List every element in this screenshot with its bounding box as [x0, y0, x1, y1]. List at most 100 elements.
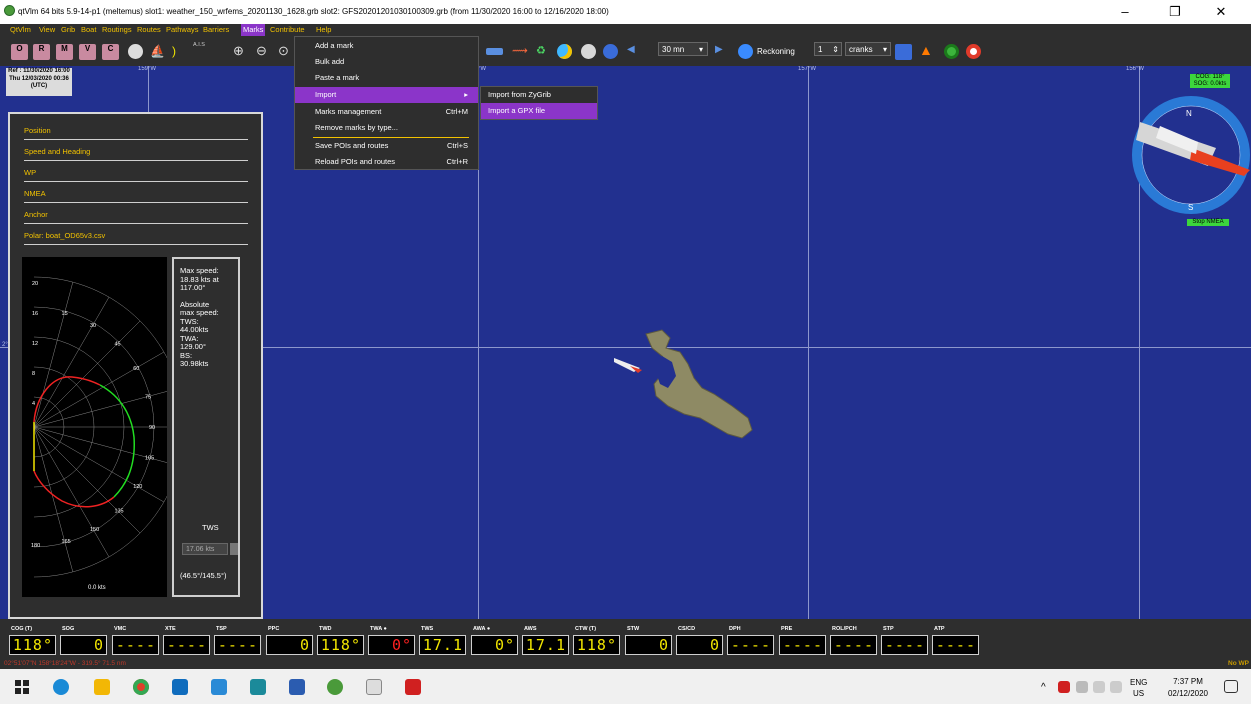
- menu-boat[interactable]: Boat: [81, 25, 97, 34]
- tray-app-icon[interactable]: [1058, 681, 1070, 693]
- boat-icon[interactable]: ⛵: [150, 44, 165, 58]
- instrument-value[interactable]: 0: [266, 635, 313, 655]
- menu-marks[interactable]: Marks: [241, 24, 266, 36]
- instrument-value[interactable]: 118°: [9, 635, 56, 655]
- menu-grib[interactable]: Grib: [61, 25, 76, 34]
- settings-icon[interactable]: [603, 44, 618, 59]
- section-polar[interactable]: Polar: boat_OD65v3.csv: [24, 231, 264, 245]
- instrument-value[interactable]: ----: [727, 635, 774, 655]
- minimize-button[interactable]: –: [1121, 4, 1129, 19]
- instrument-value[interactable]: ----: [112, 635, 159, 655]
- refresh-icon[interactable]: ♻: [536, 45, 546, 57]
- close-button[interactable]: ✕: [1215, 4, 1227, 19]
- instrument-value[interactable]: 17.1: [522, 635, 569, 655]
- battery-icon[interactable]: [1076, 681, 1088, 693]
- section-nmea[interactable]: NMEA: [24, 189, 264, 203]
- network-icon[interactable]: [1110, 681, 1122, 693]
- cranks-select[interactable]: cranks ▾: [845, 42, 891, 56]
- boat-marker[interactable]: [612, 354, 646, 376]
- menu-routes[interactable]: Routes: [137, 25, 161, 34]
- menu-paste-mark[interactable]: Paste a mark: [295, 70, 478, 86]
- c-button[interactable]: C: [102, 44, 119, 60]
- volume-icon[interactable]: [1093, 681, 1105, 693]
- menu-reload-pois[interactable]: Reload POIs and routes Ctrl+R: [295, 154, 478, 170]
- windows-start-icon[interactable]: [14, 679, 30, 695]
- lifebuoy-icon[interactable]: [966, 44, 981, 59]
- menu-marks-management[interactable]: Marks management Ctrl+M: [295, 104, 478, 120]
- tws-spin-arrows-icon[interactable]: [230, 543, 238, 555]
- instrument-value[interactable]: 0°: [368, 635, 415, 655]
- word-icon[interactable]: [289, 679, 305, 695]
- menu-contribute[interactable]: Contribute: [270, 25, 305, 34]
- zoom-fit-icon[interactable]: ⊙: [278, 43, 289, 58]
- instrument-value[interactable]: ----: [830, 635, 877, 655]
- instrument-value[interactable]: ----: [163, 635, 210, 655]
- menu-import-zygrib[interactable]: Import from ZyGrib: [481, 87, 597, 103]
- instrument-value[interactable]: ----: [881, 635, 928, 655]
- ais-label[interactable]: A.I.S: [193, 42, 205, 48]
- chrome-icon[interactable]: [133, 679, 149, 695]
- language-line2[interactable]: US: [1133, 689, 1145, 698]
- menu-save-pois[interactable]: Save POIs and routes Ctrl+S: [295, 138, 478, 154]
- instrument-value[interactable]: ----: [779, 635, 826, 655]
- clock-icon[interactable]: [128, 44, 143, 59]
- acrobat-icon[interactable]: [405, 679, 421, 695]
- instrument-value[interactable]: 0: [676, 635, 723, 655]
- instrument-value[interactable]: 0: [60, 635, 107, 655]
- r-button[interactable]: R: [33, 44, 50, 60]
- bell-icon[interactable]: [895, 44, 912, 60]
- windsock-icon[interactable]: ⟿: [512, 45, 528, 57]
- compass-rose[interactable]: N S: [1132, 96, 1250, 214]
- sound-icon[interactable]: ): [172, 44, 176, 58]
- remote-desktop-icon[interactable]: [211, 679, 227, 695]
- tws-spinbox[interactable]: 17.06 kts: [182, 543, 228, 555]
- edge-icon[interactable]: [53, 679, 69, 695]
- qtvlm-taskbar-icon[interactable]: [327, 679, 343, 695]
- zoom-out-icon[interactable]: ⊖: [256, 43, 267, 58]
- outlook-icon[interactable]: [172, 679, 188, 695]
- section-position[interactable]: Position: [24, 126, 264, 140]
- section-wp[interactable]: WP: [24, 168, 264, 182]
- menu-bulk-add[interactable]: Bulk add: [295, 54, 478, 70]
- instrument-value[interactable]: ----: [932, 635, 979, 655]
- menu-import-gpx[interactable]: Import a GPX file: [481, 103, 597, 119]
- menu-pathways[interactable]: Pathways: [166, 25, 199, 34]
- next-icon[interactable]: ▶: [715, 44, 723, 55]
- menu-help[interactable]: Help: [316, 25, 332, 34]
- prev-icon[interactable]: ◀: [627, 44, 635, 55]
- clock-date[interactable]: 02/12/2020: [1167, 689, 1209, 698]
- section-speed-heading[interactable]: Speed and Heading: [24, 147, 264, 161]
- notification-icon[interactable]: [1224, 680, 1238, 693]
- menu-add-mark[interactable]: Add a mark: [295, 38, 478, 54]
- maximize-button[interactable]: ❐: [1169, 4, 1181, 19]
- stop-nmea-button[interactable]: Stop NMEA: [1187, 219, 1229, 226]
- o-button[interactable]: O: [11, 44, 28, 60]
- section-anchor[interactable]: Anchor: [24, 210, 264, 224]
- instrument-value[interactable]: 118°: [573, 635, 620, 655]
- instrument-value[interactable]: 118°: [317, 635, 364, 655]
- file-explorer-icon[interactable]: [94, 679, 110, 695]
- target-icon[interactable]: [944, 44, 959, 59]
- menu-remove-marks[interactable]: Remove marks by type...: [295, 120, 478, 136]
- instrument-value[interactable]: ----: [214, 635, 261, 655]
- layers-icon[interactable]: [486, 48, 503, 55]
- menu-routings[interactable]: Routings: [102, 25, 132, 34]
- clock-time[interactable]: 7:37 PM: [1173, 677, 1203, 686]
- interval-select[interactable]: 30 mn ▾: [658, 42, 708, 56]
- calculator-icon[interactable]: [250, 679, 266, 695]
- menu-import[interactable]: Import ▸: [295, 87, 478, 103]
- menu-qtvlm[interactable]: QtVlm: [10, 25, 31, 34]
- weather-icon[interactable]: [557, 44, 572, 59]
- instrument-value[interactable]: 0°: [471, 635, 518, 655]
- instrument-value[interactable]: 0: [625, 635, 672, 655]
- chevron-up-icon[interactable]: ^: [1041, 682, 1046, 693]
- instrument-value[interactable]: 17.1: [419, 635, 466, 655]
- java-icon[interactable]: [366, 679, 382, 695]
- play-icon[interactable]: [738, 44, 753, 59]
- zoom-in-icon[interactable]: ⊕: [233, 43, 244, 58]
- menu-view[interactable]: View: [39, 25, 56, 34]
- v-button[interactable]: V: [79, 44, 96, 60]
- language-line1[interactable]: ENG: [1130, 678, 1148, 687]
- menu-barriers[interactable]: Barriers: [203, 25, 230, 34]
- moon-icon[interactable]: [581, 44, 596, 59]
